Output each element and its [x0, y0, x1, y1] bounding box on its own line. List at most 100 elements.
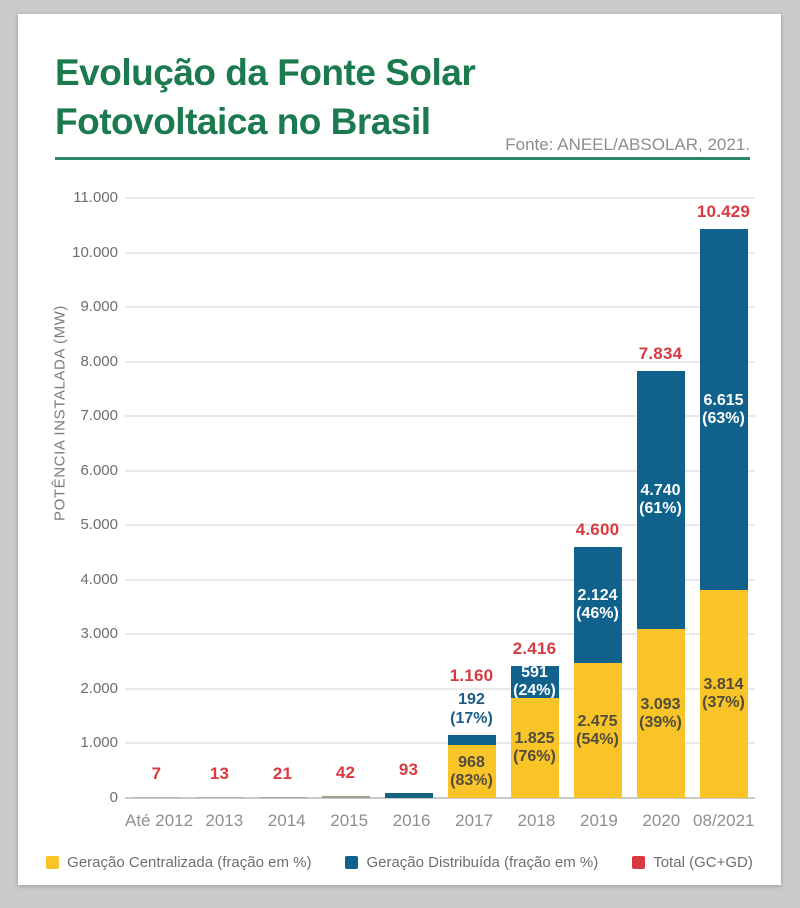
x-tick-label: 2016 — [392, 811, 431, 830]
gridline — [125, 197, 755, 199]
bar-gc-percent: (39%) — [639, 713, 682, 731]
page-title: Evolução da Fonte Solar Fotovoltaica no … — [55, 48, 476, 146]
bar-segment-gd: 2.124 (46%) — [573, 547, 622, 663]
bar-gd-percent: (24%) — [513, 682, 556, 700]
legend-label-gc: Geração Centralizada (fração em %) — [67, 854, 312, 871]
bar-total-label: 7.834 — [638, 343, 683, 363]
bar-above-labels: 93 — [361, 760, 457, 780]
bar-total-label: 13 — [209, 763, 230, 783]
bar-segment-gd: 591 (24%) — [510, 664, 559, 699]
bar-gc-percent: (76%) — [513, 748, 556, 766]
legend-item-total: Total (GC+GD) — [632, 854, 753, 871]
bar-gc-label: 2.475 (54%) — [568, 663, 628, 798]
bar-total-label: 42 — [335, 762, 356, 782]
legend-label-total: Total (GC+GD) — [653, 854, 753, 871]
bar-gc-value: 968 — [458, 753, 485, 771]
bar-above-labels: 21 — [235, 764, 331, 784]
y-tick-label: 3.000 — [80, 625, 118, 643]
bar-gc-value: 3.093 — [640, 695, 681, 713]
gridline — [125, 415, 755, 418]
gridline — [125, 742, 755, 745]
bar-segment-gd: 6.615 (63%) — [699, 229, 748, 590]
bar-slot: 13 — [188, 198, 251, 798]
bar-segment-gc: 968 (83%) — [447, 745, 496, 798]
bar-gd-percent: (46%) — [576, 605, 619, 623]
gridline — [125, 687, 755, 690]
gridline — [125, 306, 755, 309]
x-tick-label: 2020 — [642, 811, 681, 830]
legend-swatch-gc — [46, 856, 60, 869]
bar-segment-gd: 4.740 (61%) — [636, 370, 685, 630]
bar-gc-percent: (54%) — [576, 730, 619, 748]
bar-gd-value: 591 — [521, 664, 548, 682]
bar-segment-total — [195, 796, 244, 798]
title-underline — [55, 157, 750, 160]
chart-card: Evolução da Fonte Solar Fotovoltaica no … — [18, 14, 781, 885]
bar-slot: 21 — [251, 198, 314, 798]
x-tick-label: 2014 — [267, 811, 306, 830]
y-tick-label: 0 — [109, 789, 118, 806]
bar-slot: 6.615 (63%) 3.814 (37%) 10.429 — [692, 198, 755, 798]
bar-gc-label: 968 (83%) — [442, 745, 502, 798]
bar-gc-label: 3.093 (39%) — [631, 629, 691, 798]
y-tick-label: 7.000 — [80, 407, 118, 425]
bar-total-label: 10.429 — [696, 202, 751, 222]
bar-total-label: 7 — [151, 763, 162, 783]
bar — [258, 796, 307, 798]
gridline — [125, 469, 755, 472]
bar-segment-total — [258, 796, 307, 798]
gridline — [125, 360, 755, 363]
bar-slot: 2.124 (46%) 2.475 (54%) 4.600 — [566, 198, 629, 798]
bar-segment-gc: 1.825 (76%) — [510, 698, 559, 798]
bar — [132, 796, 181, 798]
x-tick-label: 2017 — [455, 811, 493, 830]
gridline — [125, 633, 755, 636]
bar-above-labels: 42 — [298, 763, 394, 783]
bar-gd-value: 4.740 — [640, 482, 681, 500]
bar-total-label: 1.160 — [449, 665, 494, 685]
bar-gd-percent: (63%) — [702, 409, 745, 427]
bar-gc-percent: (83%) — [450, 771, 493, 789]
legend-swatch-total — [632, 856, 646, 869]
bar — [321, 795, 370, 798]
y-tick-label: 1.000 — [80, 734, 118, 752]
bar-above-labels: 13 — [172, 764, 268, 784]
bar: 4.740 (61%) 3.093 (39%) — [636, 370, 685, 798]
bar-segment-gc: 2.475 (54%) — [573, 663, 622, 798]
x-axis-labels: Até 2012 2013 2014 2015 2016 2017 2018 2019 2020… — [125, 811, 755, 831]
y-tick-label: 10.000 — [72, 243, 118, 261]
bar-segment-total — [384, 792, 433, 798]
bar-segment-total — [132, 796, 181, 798]
legend-label-gd: Geração Distribuída (fração em %) — [366, 854, 599, 871]
bar-segment-gc: 3.814 (37%) — [699, 589, 748, 798]
bar-above-labels: 4.600 — [550, 520, 646, 540]
x-tick-label: 2013 — [205, 811, 244, 830]
x-tick-label: 08/2021 — [693, 811, 755, 830]
bar-slot: 42 — [314, 198, 377, 798]
bar-gc-label: 1.825 (76%) — [505, 698, 565, 798]
bar-above-labels: 1.160 192 (17%) — [424, 666, 520, 728]
gridline — [125, 251, 755, 254]
bar-gc-label: 3.814 (37%) — [694, 590, 754, 798]
x-tick-label: Até 2012 — [125, 811, 194, 830]
bar-gc-percent: (37%) — [702, 693, 745, 711]
bar-gd-percent: (17%) — [450, 709, 493, 727]
bar-above-labels: 7 — [109, 764, 205, 784]
bar-segment-gd — [447, 734, 496, 746]
bar-gd-label: 2.124 (46%) — [568, 547, 628, 663]
y-tick-label: 4.000 — [80, 570, 118, 588]
bar-gd-label: 591 (24%) — [505, 664, 565, 700]
bar-gd-value: 192 — [458, 690, 485, 708]
plot-area: 0 1.000 2.000 3.000 4.000 5.000 6.000 7.000 8.00… — [72, 189, 755, 806]
bar: 6.615 (63%) 3.814 (37%) — [699, 229, 748, 798]
bar-slot: 968 (83%) 1.160 192 (17%) — [440, 198, 503, 798]
bar-gc-value: 1.825 — [514, 730, 555, 748]
bar-gd-label: 192 (17%) — [424, 690, 520, 728]
bar-slot: 591 (24%) 1.825 (76%) 2.416 — [503, 198, 566, 798]
bar-gd-label: 4.740 (61%) — [631, 371, 691, 630]
bar: 2.124 (46%) 2.475 (54%) — [573, 547, 622, 798]
y-tick-label: 5.000 — [80, 516, 118, 534]
page-title-line1: Evolução da Fonte Solar — [55, 52, 476, 93]
bar-above-labels: 10.429 — [676, 202, 772, 222]
source-caption: Fonte: ANEEL/ABSOLAR, 2021. — [505, 135, 750, 154]
